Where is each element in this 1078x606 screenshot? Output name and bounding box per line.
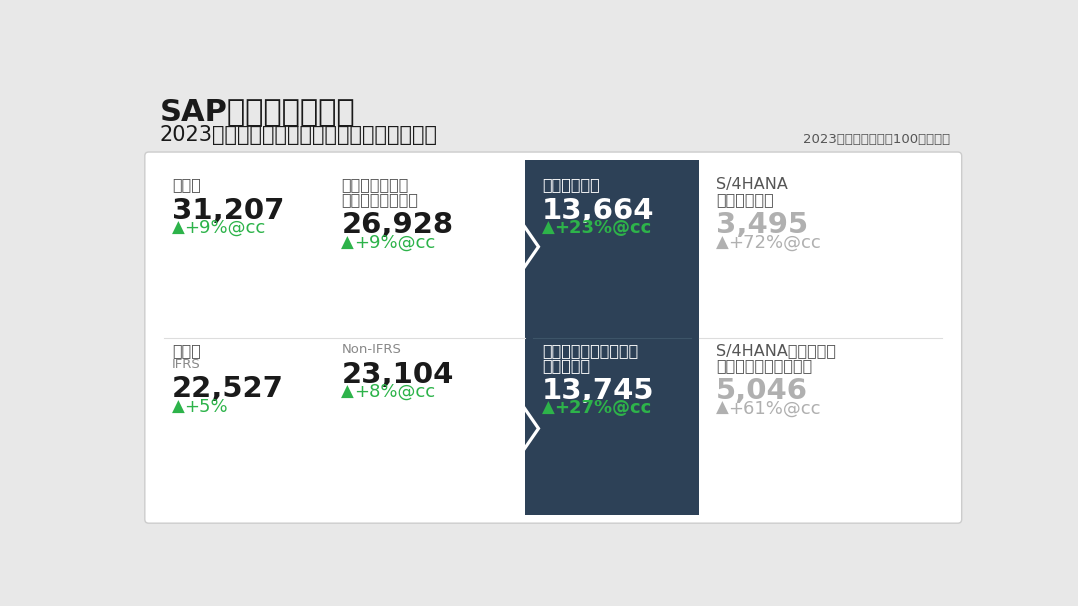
Text: 総売上: 総売上 xyxy=(172,178,201,193)
Text: +72%@cc: +72%@cc xyxy=(729,234,821,251)
Text: +61%@cc: +61%@cc xyxy=(729,399,820,418)
Text: クラウドおよび: クラウドおよび xyxy=(342,178,409,193)
Text: クラウド売上: クラウド売上 xyxy=(716,192,774,207)
Text: ▲: ▲ xyxy=(172,219,184,237)
Text: ▲: ▲ xyxy=(716,234,729,251)
Text: S/4HANAカレント・: S/4HANAカレント・ xyxy=(716,343,835,358)
FancyBboxPatch shape xyxy=(144,152,962,523)
Text: 3,495: 3,495 xyxy=(716,211,808,239)
Text: +9%@cc: +9%@cc xyxy=(184,219,265,237)
Text: ▲: ▲ xyxy=(542,399,555,418)
Text: 5,046: 5,046 xyxy=(716,377,807,405)
Polygon shape xyxy=(525,160,699,516)
Text: S/4HANA: S/4HANA xyxy=(716,178,788,193)
Text: 23,104: 23,104 xyxy=(342,361,454,389)
Text: +27%@cc: +27%@cc xyxy=(554,399,651,418)
Text: 13,745: 13,745 xyxy=(542,377,654,405)
Text: ソフトウェア売上: ソフトウェア売上 xyxy=(342,192,418,207)
Text: +5%: +5% xyxy=(184,398,227,416)
Text: ▲: ▲ xyxy=(716,399,729,418)
Text: ▲: ▲ xyxy=(342,383,354,401)
Text: ▲: ▲ xyxy=(542,219,555,237)
Text: IFRS: IFRS xyxy=(172,358,201,371)
Text: SAPグローバル業績: SAPグローバル業績 xyxy=(160,98,355,127)
Text: カレント・クラウド・: カレント・クラウド・ xyxy=(542,343,638,358)
Text: 26,928: 26,928 xyxy=(342,211,453,239)
Text: 2023年通年　単位：100万ユーロ: 2023年通年 単位：100万ユーロ xyxy=(803,133,950,146)
Text: +9%@cc: +9%@cc xyxy=(354,234,434,251)
Text: 13,664: 13,664 xyxy=(542,197,654,225)
Text: Non-IFRS: Non-IFRS xyxy=(342,343,401,356)
Text: ▲: ▲ xyxy=(172,398,184,416)
Polygon shape xyxy=(520,404,540,453)
Text: バックログ: バックログ xyxy=(542,358,590,373)
Text: 22,527: 22,527 xyxy=(172,375,284,404)
Text: 31,207: 31,207 xyxy=(172,197,285,225)
Text: +23%@cc: +23%@cc xyxy=(554,219,651,237)
Text: ▲: ▲ xyxy=(342,234,354,251)
Text: 2023年度も好調なクラウド事業の勢いを継続: 2023年度も好調なクラウド事業の勢いを継続 xyxy=(160,125,438,145)
Text: 総利益: 総利益 xyxy=(172,343,201,358)
Text: クラウド・バックログ: クラウド・バックログ xyxy=(716,358,812,373)
Text: +8%@cc: +8%@cc xyxy=(354,383,434,401)
Polygon shape xyxy=(520,222,540,271)
Text: クラウド売上: クラウド売上 xyxy=(542,178,599,193)
